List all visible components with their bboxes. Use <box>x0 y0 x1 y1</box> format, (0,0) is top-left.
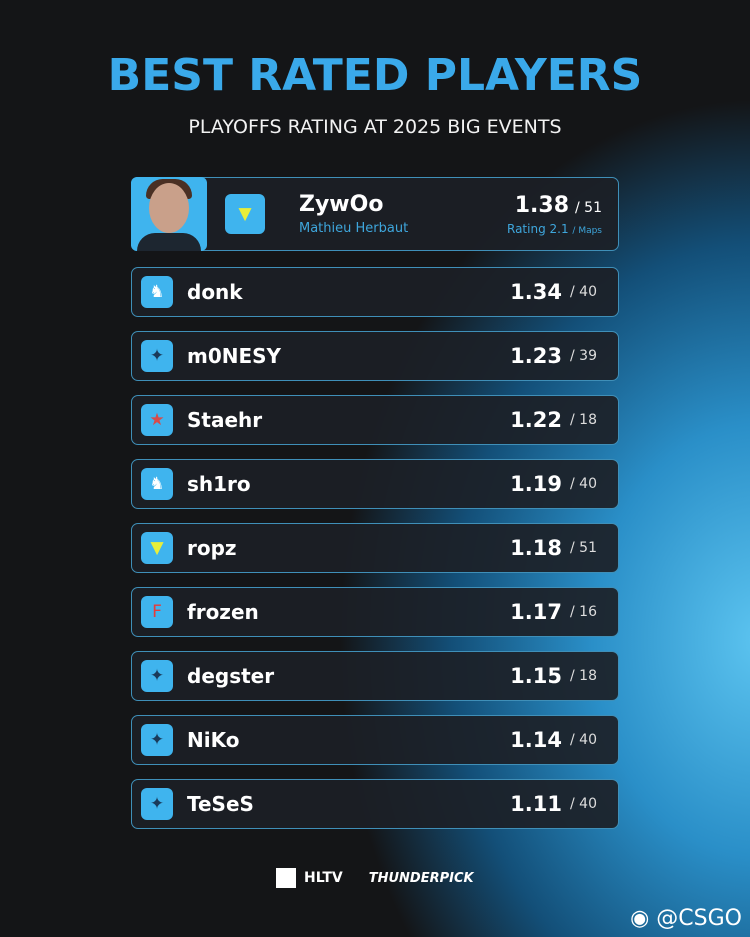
team-falcon-logo-icon: ✦ <box>141 724 173 756</box>
player-row: ✦ TeSeS 1.11 / 40 <box>131 779 619 829</box>
player-real-name: Mathieu Herbaut <box>299 221 409 236</box>
player-rating: 1.19 <box>510 472 562 496</box>
player-row: ♞ donk 1.34 / 40 <box>131 267 619 317</box>
player-maps: / 40 <box>570 284 597 300</box>
player-maps: / 16 <box>570 604 597 620</box>
player-name: frozen <box>187 600 259 624</box>
team-faze-logo-icon: F <box>141 596 173 628</box>
player-rating: 1.17 <box>510 600 562 624</box>
team-dragon-logo-icon: ♞ <box>141 468 173 500</box>
player-rating: 1.18 <box>510 536 562 560</box>
player-name: NiKo <box>187 728 240 752</box>
team-falcon-logo-icon: ✦ <box>141 660 173 692</box>
weibo-watermark: ◉ @CSGO <box>630 906 742 931</box>
player-row: ▼ ropz 1.18 / 51 <box>131 523 619 573</box>
player-name: m0NESY <box>187 344 282 368</box>
watermark-text: @CSGO <box>656 906 742 931</box>
player-rating: 1.15 <box>510 664 562 688</box>
page-subtitle: PLAYOFFS RATING AT 2025 BIG EVENTS <box>188 116 562 138</box>
player-rating: 1.34 <box>510 280 562 304</box>
player-rating: 1.22 <box>510 408 562 432</box>
team-dragon-logo-icon: ♞ <box>141 276 173 308</box>
footer-logos: HLTV THUNDERPICK <box>276 868 474 888</box>
player-maps: / 40 <box>570 476 597 492</box>
weibo-icon: ◉ <box>630 906 650 931</box>
hltv-logo-text: HLTV <box>304 870 343 886</box>
team-vitality-logo-icon: ▼ <box>225 194 265 234</box>
player-row: ♞ sh1ro 1.19 / 40 <box>131 459 619 509</box>
player-row: ✦ m0NESY 1.23 / 39 <box>131 331 619 381</box>
page-title: BEST RATED PLAYERS <box>107 50 643 101</box>
player-name: sh1ro <box>187 472 251 496</box>
player-rating: 1.23 <box>510 344 562 368</box>
player-maps: / 51 <box>575 199 602 216</box>
player-maps: / 18 <box>570 668 597 684</box>
player-maps: / 39 <box>570 348 597 364</box>
player-row: F frozen 1.17 / 16 <box>131 587 619 637</box>
top-player-row: ▼ ZywOo Mathieu Herbaut 1.38 / 51 Rating … <box>131 177 619 251</box>
player-rating: 1.38 <box>514 192 570 218</box>
player-name: Staehr <box>187 408 263 432</box>
maps-label: / Maps <box>572 225 602 236</box>
player-name: TeSeS <box>187 792 254 816</box>
hltv-logo-icon <box>276 868 296 888</box>
player-row: ★ Staehr 1.22 / 18 <box>131 395 619 445</box>
player-rating: 1.11 <box>510 792 562 816</box>
team-star-logo-icon: ★ <box>141 404 173 436</box>
player-maps: / 40 <box>570 796 597 812</box>
player-photo <box>131 177 207 251</box>
player-name: donk <box>187 280 243 304</box>
player-rating: 1.14 <box>510 728 562 752</box>
player-maps: / 18 <box>570 412 597 428</box>
player-name: ZywOo <box>299 192 384 217</box>
team-falcon-logo-icon: ✦ <box>141 788 173 820</box>
player-maps: / 40 <box>570 732 597 748</box>
player-maps: / 51 <box>570 540 597 556</box>
rating-label: Rating 2.1 <box>507 221 569 236</box>
team-falcon-logo-icon: ✦ <box>141 340 173 372</box>
player-name: ropz <box>187 536 237 560</box>
player-name: degster <box>187 664 275 688</box>
player-row: ✦ NiKo 1.14 / 40 <box>131 715 619 765</box>
team-bee-logo-icon: ▼ <box>141 532 173 564</box>
player-row: ✦ degster 1.15 / 18 <box>131 651 619 701</box>
thunderpick-logo: THUNDERPICK <box>368 870 474 886</box>
